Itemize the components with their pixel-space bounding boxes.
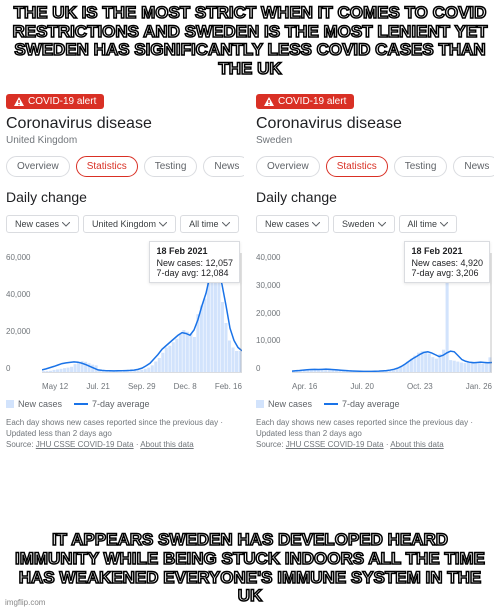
chart-tooltip: 18 Feb 2021New cases: 12,0577-day avg: 1…	[149, 241, 240, 283]
legend-color-newcases	[6, 400, 14, 408]
legend-color-avg	[324, 403, 338, 405]
footer-text: Each day shows new cases reported since …	[256, 417, 494, 451]
meme-bottom-text: IT APPEARS SWEDEN HAS DEVELOPED HEARD IM…	[0, 531, 500, 606]
disease-title: Coronavirus disease	[256, 115, 494, 133]
tabs: Overview Statistics TestingNews	[6, 156, 244, 177]
chart-area: 18 Feb 2021New cases: 12,0577-day avg: 1…	[6, 241, 244, 391]
chevron-down-icon	[159, 222, 167, 227]
y-axis: 40,00030,00020,00010,0000	[256, 253, 290, 373]
dropdown[interactable]: United Kingdom	[83, 215, 176, 233]
panels-container: COVID-19 alert Coronavirus disease United …	[0, 90, 500, 570]
meme-top-text: THE UK IS THE MOST STRICT WHEN IT COMES …	[0, 4, 500, 79]
dropdown[interactable]: All time	[180, 215, 239, 233]
dropdown[interactable]: All time	[399, 215, 458, 233]
chevron-down-icon	[312, 222, 320, 227]
x-axis: May 12Jul. 21Sep. 29Dec. 8Feb. 16	[42, 382, 242, 391]
sweden-panel: COVID-19 alert Coronavirus disease Sweden O…	[250, 90, 500, 570]
tab-testing[interactable]: Testing	[394, 156, 448, 177]
dropdowns: New casesUnited KingdomAll time	[6, 215, 244, 233]
legend: New cases7-day average	[6, 399, 244, 409]
chevron-down-icon	[378, 222, 386, 227]
dropdown[interactable]: New cases	[6, 215, 79, 233]
chevron-down-icon	[222, 222, 230, 227]
legend: New cases7-day average	[256, 399, 494, 409]
tab-news[interactable]: News	[203, 156, 244, 177]
covid-alert-badge[interactable]: COVID-19 alert	[6, 94, 104, 109]
dropdown[interactable]: Sweden	[333, 215, 395, 233]
chart-area: 18 Feb 2021New cases: 4,9207-day avg: 3,…	[256, 241, 494, 391]
dropdown[interactable]: New cases	[256, 215, 329, 233]
y-axis: 60,00040,00020,0000	[6, 253, 40, 373]
tab-statistics[interactable]: Statistics	[76, 156, 138, 177]
tab-testing[interactable]: Testing	[144, 156, 198, 177]
x-axis: Apr. 16Jul. 20Oct. 23Jan. 26	[292, 382, 492, 391]
section-title: Daily change	[6, 189, 244, 205]
tab-statistics[interactable]: Statistics	[326, 156, 388, 177]
tab-overview[interactable]: Overview	[256, 156, 320, 177]
tab-news[interactable]: News	[453, 156, 494, 177]
disease-title: Coronavirus disease	[6, 115, 244, 133]
section-title: Daily change	[256, 189, 494, 205]
country-name: Sweden	[256, 135, 494, 146]
dropdowns: New casesSwedenAll time	[256, 215, 494, 233]
source-link[interactable]: JHU CSSE COVID-19 Data	[286, 440, 384, 449]
alert-icon	[14, 97, 24, 107]
source-link[interactable]: JHU CSSE COVID-19 Data	[36, 440, 134, 449]
chevron-down-icon	[440, 222, 448, 227]
country-name: United Kingdom	[6, 135, 244, 146]
about-link[interactable]: About this data	[140, 440, 193, 449]
tabs: Overview Statistics TestingNews	[256, 156, 494, 177]
legend-color-avg	[74, 403, 88, 405]
about-link[interactable]: About this data	[390, 440, 443, 449]
alert-icon	[264, 97, 274, 107]
uk-panel: COVID-19 alert Coronavirus disease United …	[0, 90, 250, 570]
tab-overview[interactable]: Overview	[6, 156, 70, 177]
chevron-down-icon	[62, 222, 70, 227]
chart-tooltip: 18 Feb 2021New cases: 4,9207-day avg: 3,…	[404, 241, 490, 283]
footer-text: Each day shows new cases reported since …	[6, 417, 244, 451]
legend-color-newcases	[256, 400, 264, 408]
covid-alert-badge[interactable]: COVID-19 alert	[256, 94, 354, 109]
